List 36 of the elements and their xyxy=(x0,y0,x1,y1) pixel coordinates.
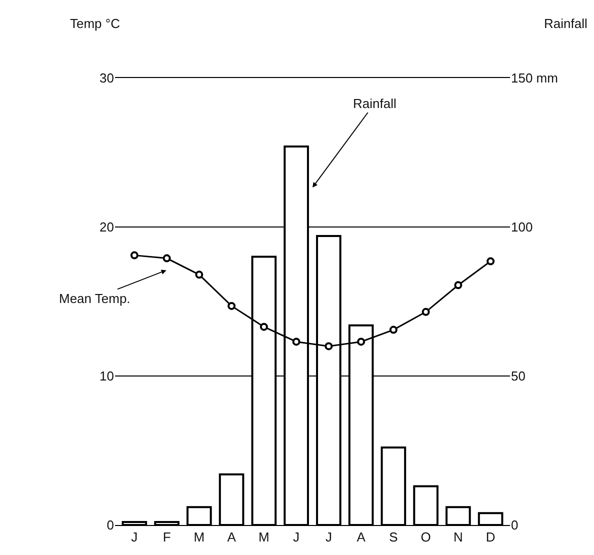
y2-tick-label: 50 xyxy=(511,368,526,384)
point xyxy=(292,338,300,346)
annotation: Mean Temp. xyxy=(59,291,130,306)
x-tick-label: J xyxy=(293,530,300,545)
y2-tick-label: 0 xyxy=(511,518,518,533)
point xyxy=(260,322,268,331)
y-axis-title: Temp °C xyxy=(70,16,120,31)
point xyxy=(228,302,236,310)
y-tick-label: 0 xyxy=(106,518,114,533)
x-tick-label: D xyxy=(486,530,496,545)
y2-axis-title: Rainfall xyxy=(544,16,588,31)
y-tick-label: 20 xyxy=(100,220,114,235)
x-tick-label: M xyxy=(258,530,270,545)
x-tick-label: O xyxy=(420,530,431,545)
x-tick-label: A xyxy=(356,530,366,545)
point xyxy=(324,342,333,350)
point xyxy=(130,251,138,260)
point xyxy=(486,257,495,266)
y-tick-label: 10 xyxy=(100,368,114,384)
x-tick-label: N xyxy=(454,530,463,545)
annotation: Rainfall xyxy=(353,96,396,111)
point xyxy=(389,326,398,334)
x-tick-label: J xyxy=(325,530,332,545)
x-tick-label: A xyxy=(227,530,236,545)
y2-tick-label: 100 xyxy=(511,220,533,235)
point xyxy=(357,338,366,346)
x-tick-label: F xyxy=(162,530,171,545)
x-tick-label: J xyxy=(131,530,138,545)
x-tick-label: S xyxy=(389,530,398,545)
point xyxy=(162,254,171,262)
point xyxy=(195,270,204,279)
y2-tick-label: 150 mm xyxy=(511,70,558,86)
x-tick-label: M xyxy=(194,530,205,545)
y-tick-label: 30 xyxy=(100,70,114,86)
point xyxy=(422,308,430,316)
point xyxy=(454,281,462,290)
